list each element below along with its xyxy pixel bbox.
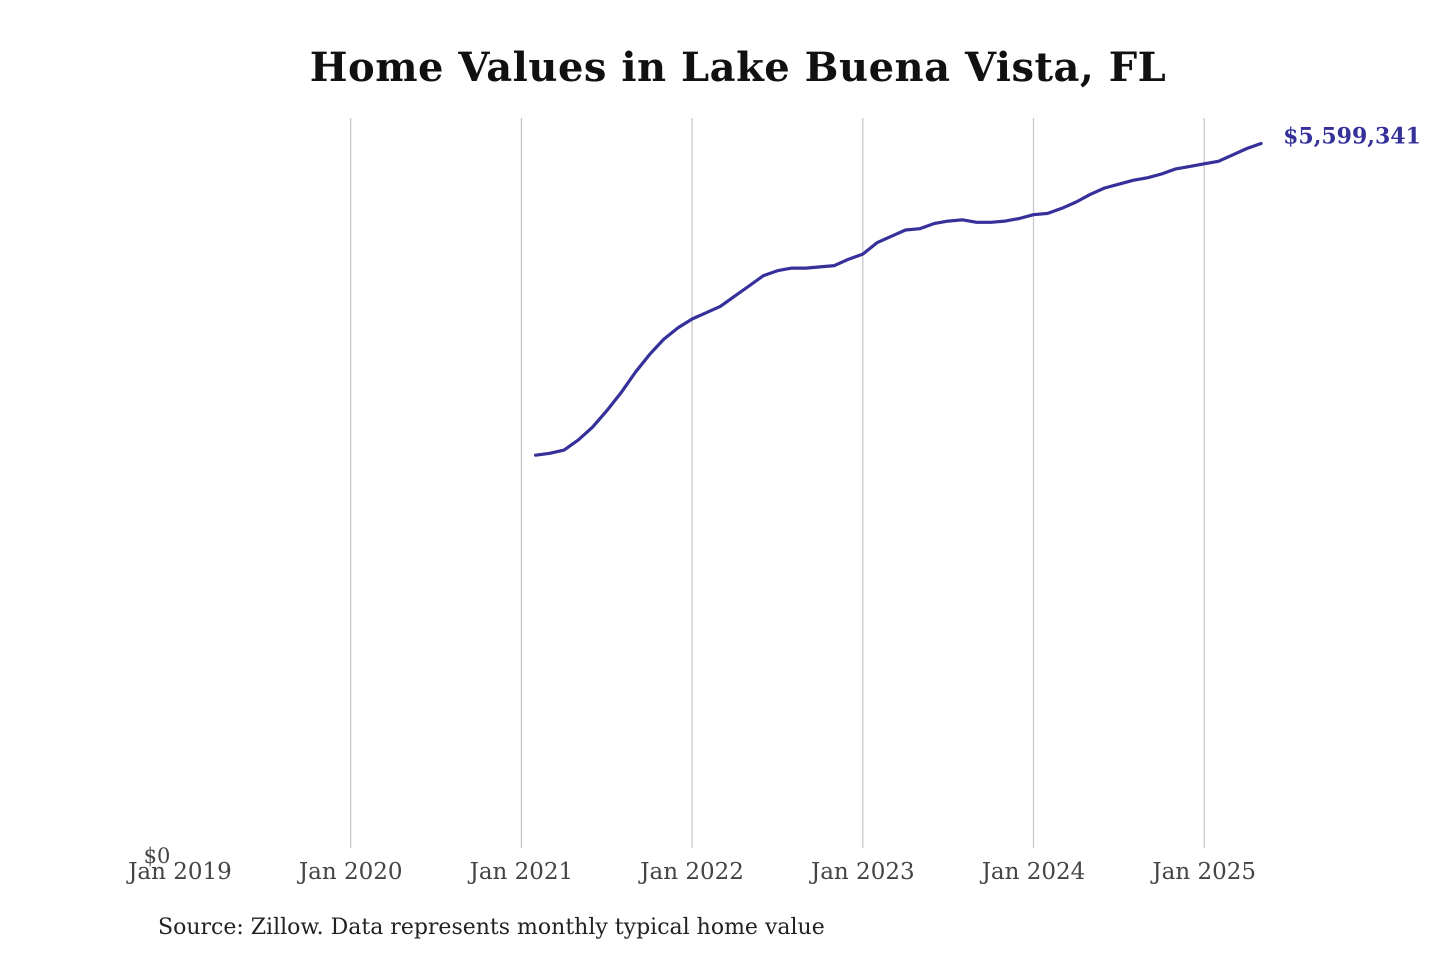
x-tick-label: Jan 2023 bbox=[809, 859, 915, 885]
x-tick-label: Jan 2022 bbox=[638, 859, 744, 885]
chart-title: Home Values in Lake Buena Vista, FL bbox=[309, 44, 1167, 91]
line-series bbox=[534, 141, 1263, 457]
x-tick-label: Jan 2020 bbox=[297, 859, 403, 885]
gridlines bbox=[350, 118, 1205, 848]
x-tick-label: Jan 2025 bbox=[1150, 859, 1256, 885]
x-tick-label: Jan 2019 bbox=[126, 859, 232, 885]
x-tick-label: Jan 2024 bbox=[980, 859, 1086, 885]
source-note: Source: Zillow. Data represents monthly … bbox=[158, 915, 825, 940]
y-tick-label-zero: $0 bbox=[144, 844, 171, 868]
end-value-label: $5,599,341 bbox=[1283, 124, 1421, 150]
axis-labels: Jan 2019 Jan 2020 Jan 2021 Jan 2022 Jan 2023… bbox=[126, 124, 1421, 885]
home-value-line bbox=[534, 141, 1263, 457]
x-tick-label: Jan 2021 bbox=[468, 859, 574, 885]
